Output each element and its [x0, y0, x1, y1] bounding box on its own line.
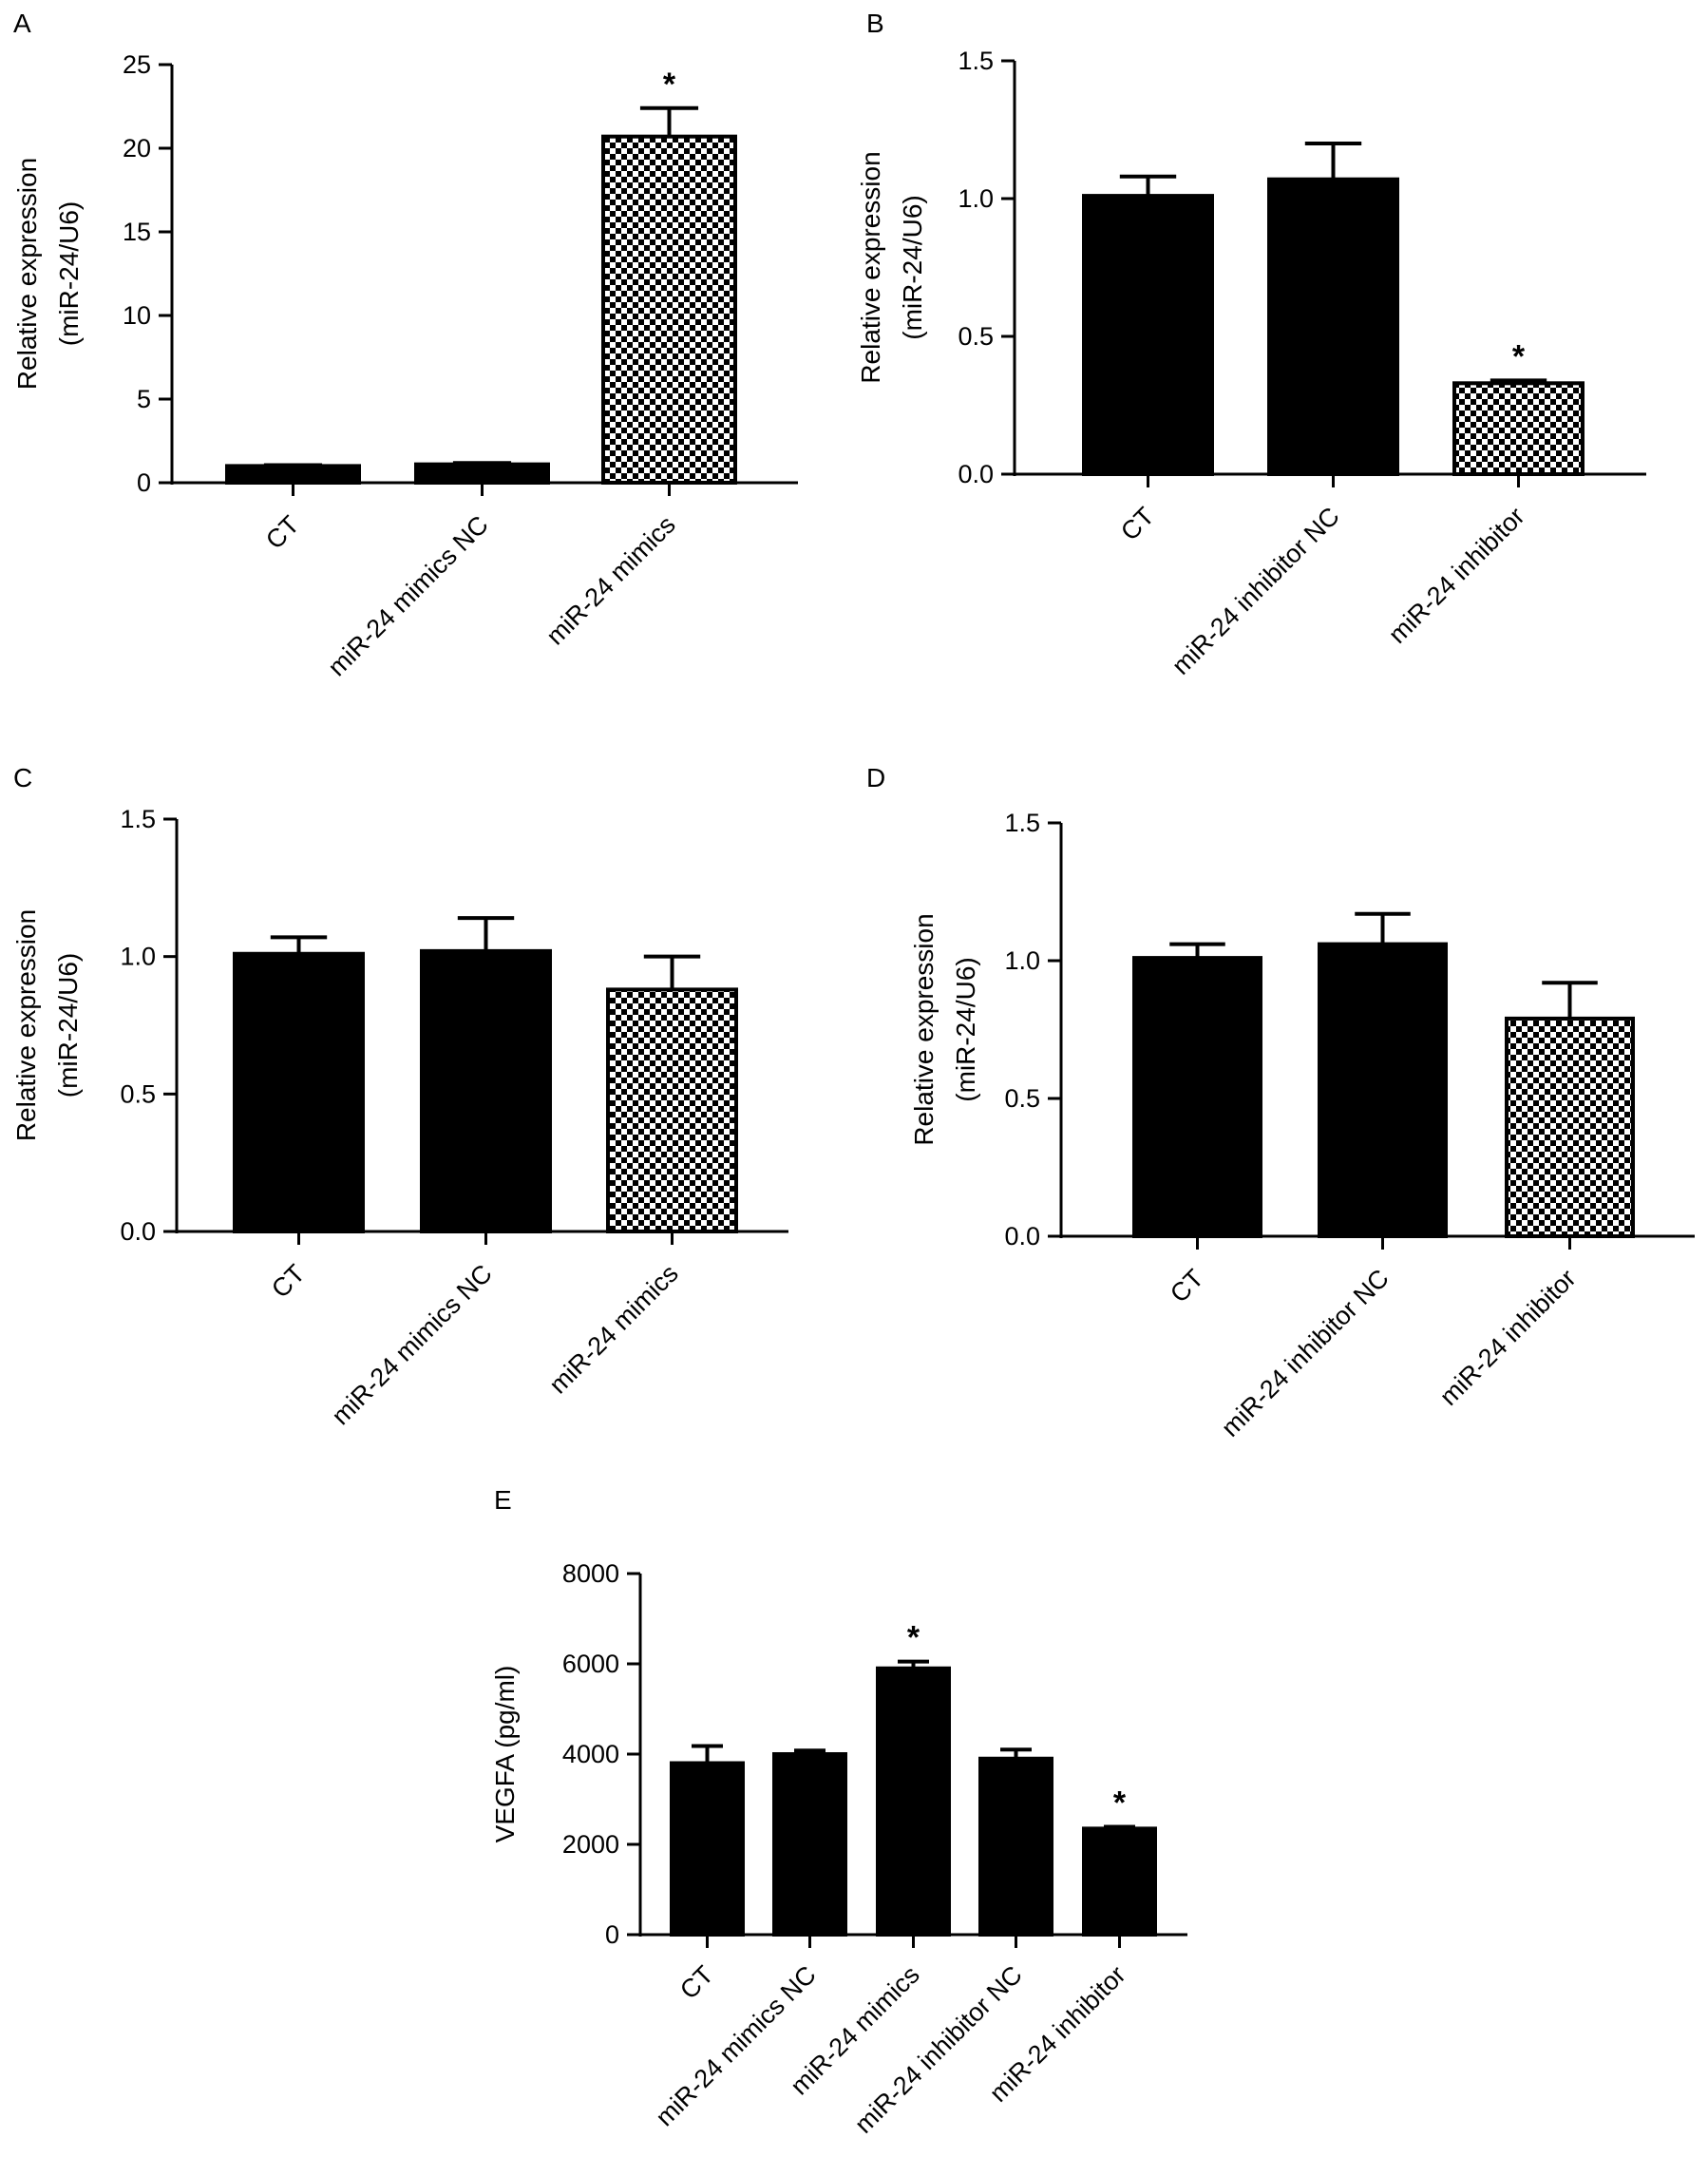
bar-3 — [1452, 381, 1585, 476]
error-bar-1 — [263, 463, 323, 468]
error-bar-2 — [1355, 911, 1411, 945]
y-tick-label: 1.0 — [1004, 946, 1040, 975]
bar-2 — [772, 1752, 847, 1937]
category-label: miR-24 inhibitor — [1383, 502, 1530, 649]
y-tick-label: 1.5 — [958, 47, 994, 75]
error-bar-2 — [794, 1748, 826, 1754]
y-axis-title: Relative expression — [11, 909, 41, 1141]
y-axis-title: (miR-24/U6) — [54, 201, 84, 346]
category-label: miR-24 inhibitor NC — [1167, 502, 1345, 680]
category-label: miR-24 mimics — [543, 1259, 683, 1399]
bar-3 — [1505, 1016, 1635, 1239]
significance-star: * — [1113, 1785, 1127, 1821]
y-tick-label: 1.0 — [120, 943, 156, 971]
error-bar-1 — [1169, 942, 1225, 959]
category-label: miR-24 mimics NC — [326, 1259, 497, 1430]
error-bar-4 — [1000, 1747, 1032, 1759]
category-label: CT — [1115, 502, 1160, 546]
y-tick-label: 0.0 — [958, 460, 994, 488]
category-label: miR-24 mimics — [541, 510, 680, 650]
y-tick-label: 0.5 — [958, 322, 994, 351]
y-tick-label: 0.5 — [1004, 1084, 1040, 1113]
bar-1 — [670, 1761, 745, 1937]
bar-4 — [978, 1756, 1053, 1937]
category-label: miR-24 mimics NC — [322, 510, 493, 681]
y-tick-label: 0.0 — [120, 1217, 156, 1246]
y-axis-title: VEGFA (pg/ml) — [490, 1666, 520, 1843]
y-tick-label: 0 — [605, 1920, 619, 1949]
panel-c: C CT miR-24 mimics NC miR-24 mimics 0.0 0.5 1.… — [11, 763, 788, 1430]
y-tick-label: 1.5 — [1004, 809, 1040, 837]
bar-1 — [1082, 194, 1214, 476]
error-bar-3 — [1490, 378, 1547, 384]
error-bar-5 — [1104, 1824, 1135, 1829]
error-bar-1 — [692, 1744, 723, 1764]
bar-2 — [1267, 177, 1399, 476]
category-label: CT — [266, 1259, 311, 1304]
panel-b: B CT miR-24 inhibitor NC * miR-24 inhibitor 0… — [856, 9, 1646, 680]
y-tick-label: 2000 — [562, 1830, 619, 1859]
y-tick-label: 1.0 — [958, 184, 994, 213]
y-tick-label: 5 — [137, 385, 151, 413]
category-label: miR-24 inhibitor — [1434, 1264, 1582, 1411]
bar-3 — [876, 1666, 951, 1937]
bar-1 — [1132, 956, 1262, 1238]
bar-1 — [233, 951, 365, 1233]
y-tick-label: 10 — [123, 301, 151, 330]
y-axis-title: (miR-24/U6) — [898, 195, 927, 339]
panel-letter: C — [13, 763, 32, 792]
y-axis-title: (miR-24/U6) — [951, 957, 980, 1101]
bar-2 — [1318, 942, 1448, 1238]
category-label: CT — [674, 1960, 719, 2005]
bar-1 — [225, 464, 361, 485]
category-label: miR-24 inhibitor NC — [1216, 1264, 1395, 1442]
error-bar-3 — [898, 1659, 929, 1669]
panel-letter: E — [494, 1485, 512, 1515]
error-bar-3 — [643, 954, 701, 990]
category-label: miR-24 inhibitor NC — [849, 1960, 1028, 2139]
y-tick-label: 0.0 — [1004, 1222, 1040, 1250]
bar-2 — [420, 948, 552, 1233]
bar-3 — [606, 987, 738, 1234]
y-tick-label: 0.5 — [120, 1079, 156, 1108]
bar-3 — [601, 134, 737, 485]
significance-star: * — [663, 67, 676, 103]
significance-star: * — [1512, 338, 1526, 374]
y-axis-title: (miR-24/U6) — [53, 953, 83, 1098]
panel-d: D CT miR-24 inhibitor NC miR-24 inhibitor 0.… — [866, 763, 1695, 1442]
panel-letter: A — [13, 9, 31, 38]
y-tick-label: 4000 — [562, 1740, 619, 1768]
error-bar-2 — [1304, 142, 1362, 180]
y-axis-title: Relative expression — [12, 158, 42, 390]
panel-a: A CT miR-24 mimics NC * miR-24 mimics 0 5 10 15 2… — [12, 9, 798, 681]
y-tick-label: 25 — [123, 50, 151, 79]
y-axis-title: Relative expression — [856, 151, 885, 383]
category-label: CT — [260, 510, 305, 555]
y-tick-label: 15 — [123, 218, 151, 246]
bar-2 — [414, 462, 550, 486]
error-bar-3 — [639, 105, 699, 137]
category-label: CT — [1165, 1264, 1209, 1308]
y-tick-label: 20 — [123, 134, 151, 162]
y-tick-label: 8000 — [562, 1559, 619, 1588]
error-bar-2 — [457, 916, 515, 951]
panel-letter: B — [866, 9, 884, 38]
error-bar-2 — [452, 461, 512, 466]
panel-letter: D — [866, 763, 885, 792]
error-bar-3 — [1542, 981, 1598, 1019]
significance-star: * — [907, 1620, 920, 1656]
error-bar-1 — [270, 935, 328, 954]
bar-5 — [1082, 1826, 1157, 1937]
y-tick-label: 6000 — [562, 1650, 619, 1678]
error-bar-1 — [1119, 174, 1177, 197]
y-tick-label: 1.5 — [120, 805, 156, 833]
y-tick-label: 0 — [137, 468, 151, 497]
y-axis-title: Relative expression — [909, 913, 939, 1145]
